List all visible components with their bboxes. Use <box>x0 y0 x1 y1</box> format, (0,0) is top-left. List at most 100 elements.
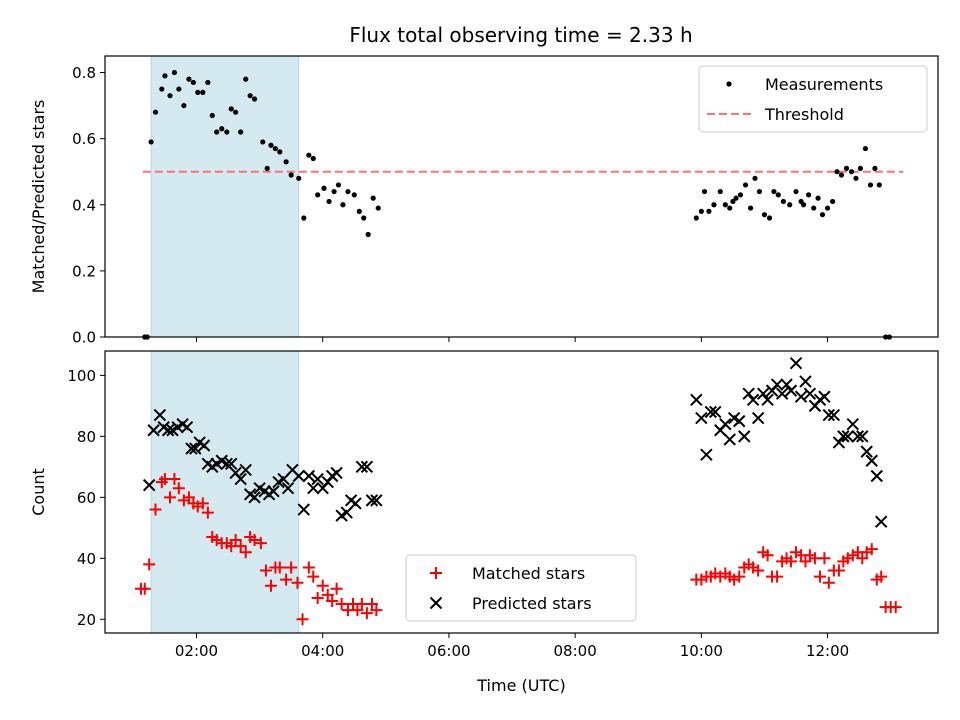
x-axis-label: Time (UTC) <box>476 676 565 695</box>
data-point <box>356 208 362 214</box>
data-point <box>860 445 873 458</box>
y-axis-label: Count <box>29 468 48 516</box>
x-tick-label: 04:00 <box>301 642 344 660</box>
data-point <box>862 145 869 152</box>
y-tick-label: 0.4 <box>72 196 96 214</box>
data-point <box>789 356 803 370</box>
data-point <box>181 102 187 109</box>
data-point <box>704 405 718 419</box>
y-tick-label: 0.8 <box>72 64 96 82</box>
data-point <box>149 503 162 516</box>
data-point <box>737 192 744 198</box>
data-point <box>285 561 298 574</box>
data-point <box>234 472 247 486</box>
data-point <box>171 69 178 76</box>
legend-marker-dot <box>726 81 732 87</box>
data-point <box>189 442 202 455</box>
data-point <box>799 375 812 388</box>
data-point <box>837 430 850 443</box>
data-point <box>793 188 799 195</box>
data-point <box>259 564 272 577</box>
data-point <box>834 169 840 175</box>
data-point <box>375 205 381 211</box>
data-point <box>771 188 777 195</box>
legend-marker-plus <box>430 567 442 579</box>
data-point <box>830 198 836 205</box>
data-point <box>307 481 320 495</box>
data-point <box>195 89 201 95</box>
data-point <box>723 433 736 446</box>
data-point <box>365 231 371 238</box>
data-point <box>841 430 854 443</box>
data-point <box>370 604 383 617</box>
data-point <box>296 613 309 626</box>
data-point <box>780 198 786 205</box>
data-point <box>147 424 160 437</box>
data-point <box>746 393 760 406</box>
data-point <box>273 561 286 574</box>
data-point <box>711 202 717 208</box>
data-point <box>138 582 151 595</box>
x-tick-label: 06:00 <box>427 642 470 660</box>
data-point <box>876 182 882 188</box>
data-point <box>326 594 339 607</box>
data-point <box>148 139 154 145</box>
data-point <box>200 89 206 95</box>
data-point <box>822 408 836 422</box>
data-point <box>717 188 723 195</box>
data-point <box>272 145 278 152</box>
data-point <box>239 463 252 477</box>
data-point <box>142 478 156 492</box>
data-point <box>229 534 242 547</box>
shaded-interval <box>150 350 300 634</box>
legend-label: Threshold <box>764 105 844 124</box>
data-point <box>856 430 869 443</box>
x-tick-label: 12:00 <box>806 642 849 660</box>
shaded-interval <box>150 55 300 338</box>
data-point <box>311 591 324 604</box>
legend-marker-x <box>429 596 443 610</box>
data-point <box>851 430 865 443</box>
data-point <box>351 192 357 198</box>
legend-box <box>405 554 637 622</box>
data-point <box>331 188 337 195</box>
axes-frame <box>104 350 939 634</box>
data-point <box>335 182 342 188</box>
data-point <box>747 205 754 211</box>
data-point <box>292 469 305 483</box>
data-point <box>247 93 253 99</box>
data-point <box>761 393 774 406</box>
data-point <box>733 414 746 428</box>
data-point <box>832 564 845 577</box>
data-point <box>297 503 310 516</box>
data-point <box>283 159 289 165</box>
data-point <box>787 202 793 208</box>
legend-label: Matched stars <box>472 564 585 583</box>
data-point <box>799 555 812 568</box>
y-tick-label: 0.6 <box>72 130 96 148</box>
data-point <box>360 607 373 620</box>
data-point <box>311 472 324 486</box>
data-point <box>264 579 277 592</box>
data-point <box>225 457 238 471</box>
data-point <box>775 387 789 400</box>
series-matched-stars <box>134 473 902 626</box>
data-point <box>182 491 195 504</box>
series-predicted-stars <box>142 356 888 528</box>
data-point <box>701 188 708 195</box>
data-point <box>784 555 797 568</box>
data-point <box>316 579 329 592</box>
data-point <box>365 598 378 611</box>
data-point <box>185 442 198 455</box>
series-measurements <box>142 69 893 340</box>
data-point <box>370 195 376 201</box>
data-point <box>196 497 209 510</box>
data-point <box>280 573 293 586</box>
data-point <box>251 96 258 102</box>
top-panel: 0.0 0.2 0.4 0.6 0.8 Matched/Predicted stars Me… <box>29 55 939 347</box>
data-point <box>360 460 374 474</box>
data-point <box>824 205 831 211</box>
y-axis-label: Matched/Predicted stars <box>29 100 48 294</box>
data-point <box>186 76 192 82</box>
data-point <box>775 192 781 198</box>
